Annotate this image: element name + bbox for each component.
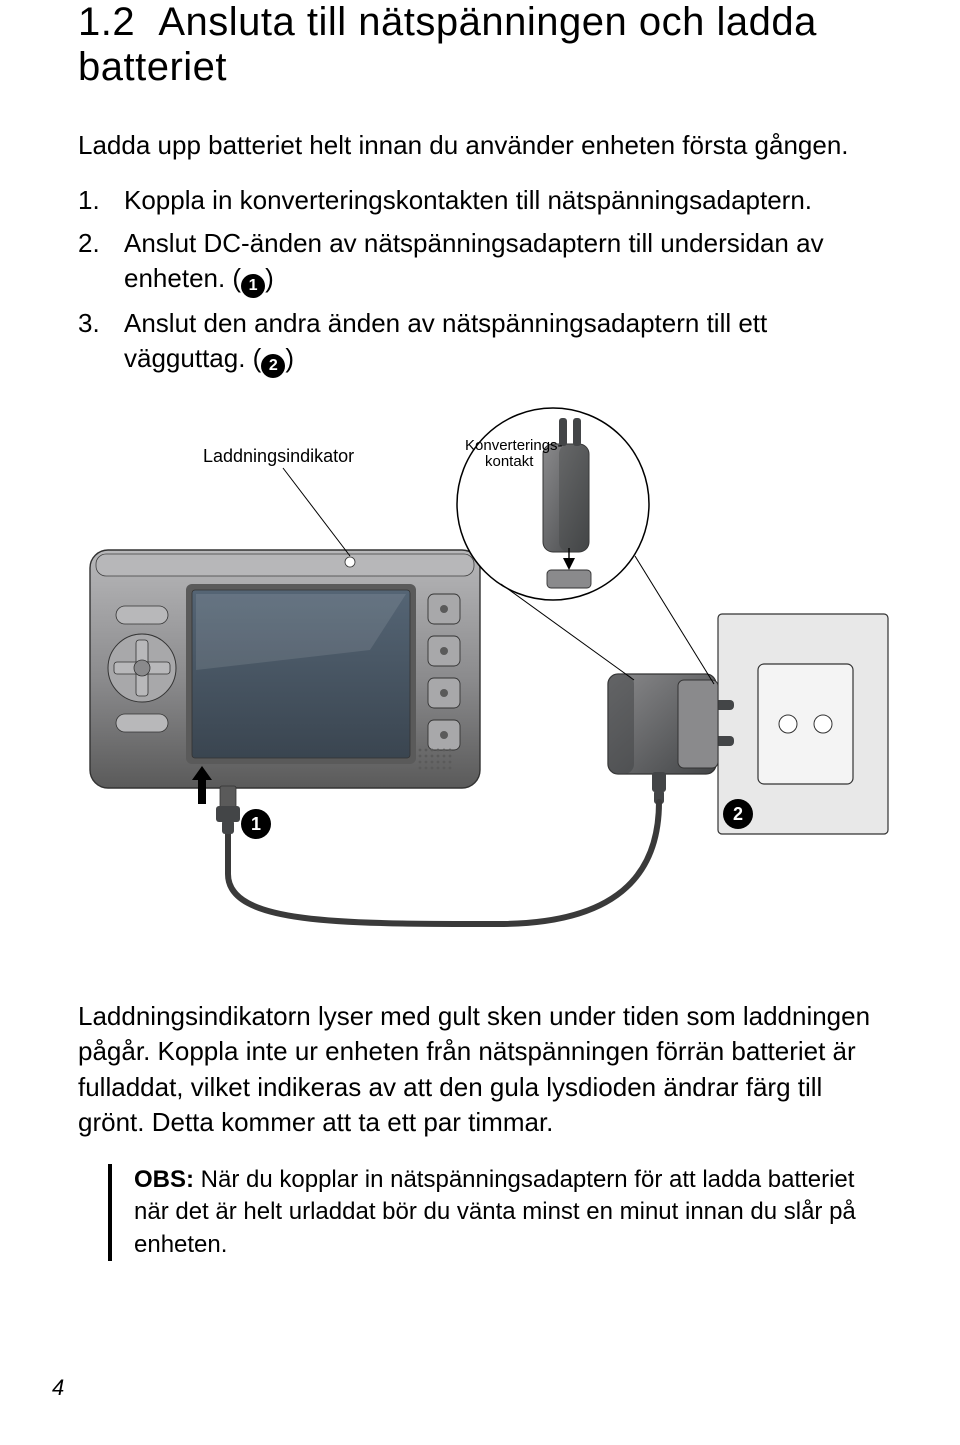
section-heading: 1.2 Ansluta till nätspänningen och ladda… [78, 0, 882, 90]
svg-text:Konverterings-: Konverterings- [465, 437, 563, 454]
svg-text:Laddningsindikator: Laddningsindikator [203, 446, 354, 466]
step-3-after: ) [285, 343, 294, 373]
page-number: 4 [52, 1375, 64, 1401]
note-label: OBS: [134, 1166, 194, 1193]
step-3-marker-icon: 2 [261, 354, 285, 378]
note-block: OBS: När du kopplar in nätspänningsadapt… [108, 1164, 872, 1261]
svg-text:2: 2 [733, 804, 743, 824]
step-3-before: Anslut den andra änden av nätspänningsad… [124, 308, 767, 373]
post-diagram-paragraph: Laddningsindikatorn lyser med gult sken … [78, 999, 882, 1139]
svg-text:1: 1 [251, 814, 261, 834]
step-2-after: ) [265, 263, 274, 293]
step-1: Koppla in konverteringskontakten till nä… [78, 183, 882, 218]
step-1-text: Koppla in konverteringskontakten till nä… [124, 185, 812, 215]
diagram: 2 Laddningsindikator Konverterings-kontakt… [78, 404, 898, 969]
section-number: 1.2 [78, 0, 135, 44]
note-text: När du kopplar in nätspänningsadaptern f… [134, 1166, 856, 1258]
step-2-before: Anslut DC-änden av nätspänningsadaptern … [124, 228, 824, 293]
intro-paragraph: Ladda upp batteriet helt innan du använd… [78, 128, 882, 163]
step-2: Anslut DC-änden av nätspänningsadaptern … [78, 226, 882, 298]
step-3: Anslut den andra änden av nätspänningsad… [78, 306, 882, 378]
step-2-marker-icon: 1 [241, 274, 265, 298]
note-body: OBS: När du kopplar in nätspänningsadapt… [134, 1164, 872, 1261]
steps-list: Koppla in konverteringskontakten till nä… [78, 183, 882, 378]
svg-text:kontakt: kontakt [485, 453, 534, 470]
section-title-text: Ansluta till nätspänningen och ladda bat… [78, 0, 817, 89]
